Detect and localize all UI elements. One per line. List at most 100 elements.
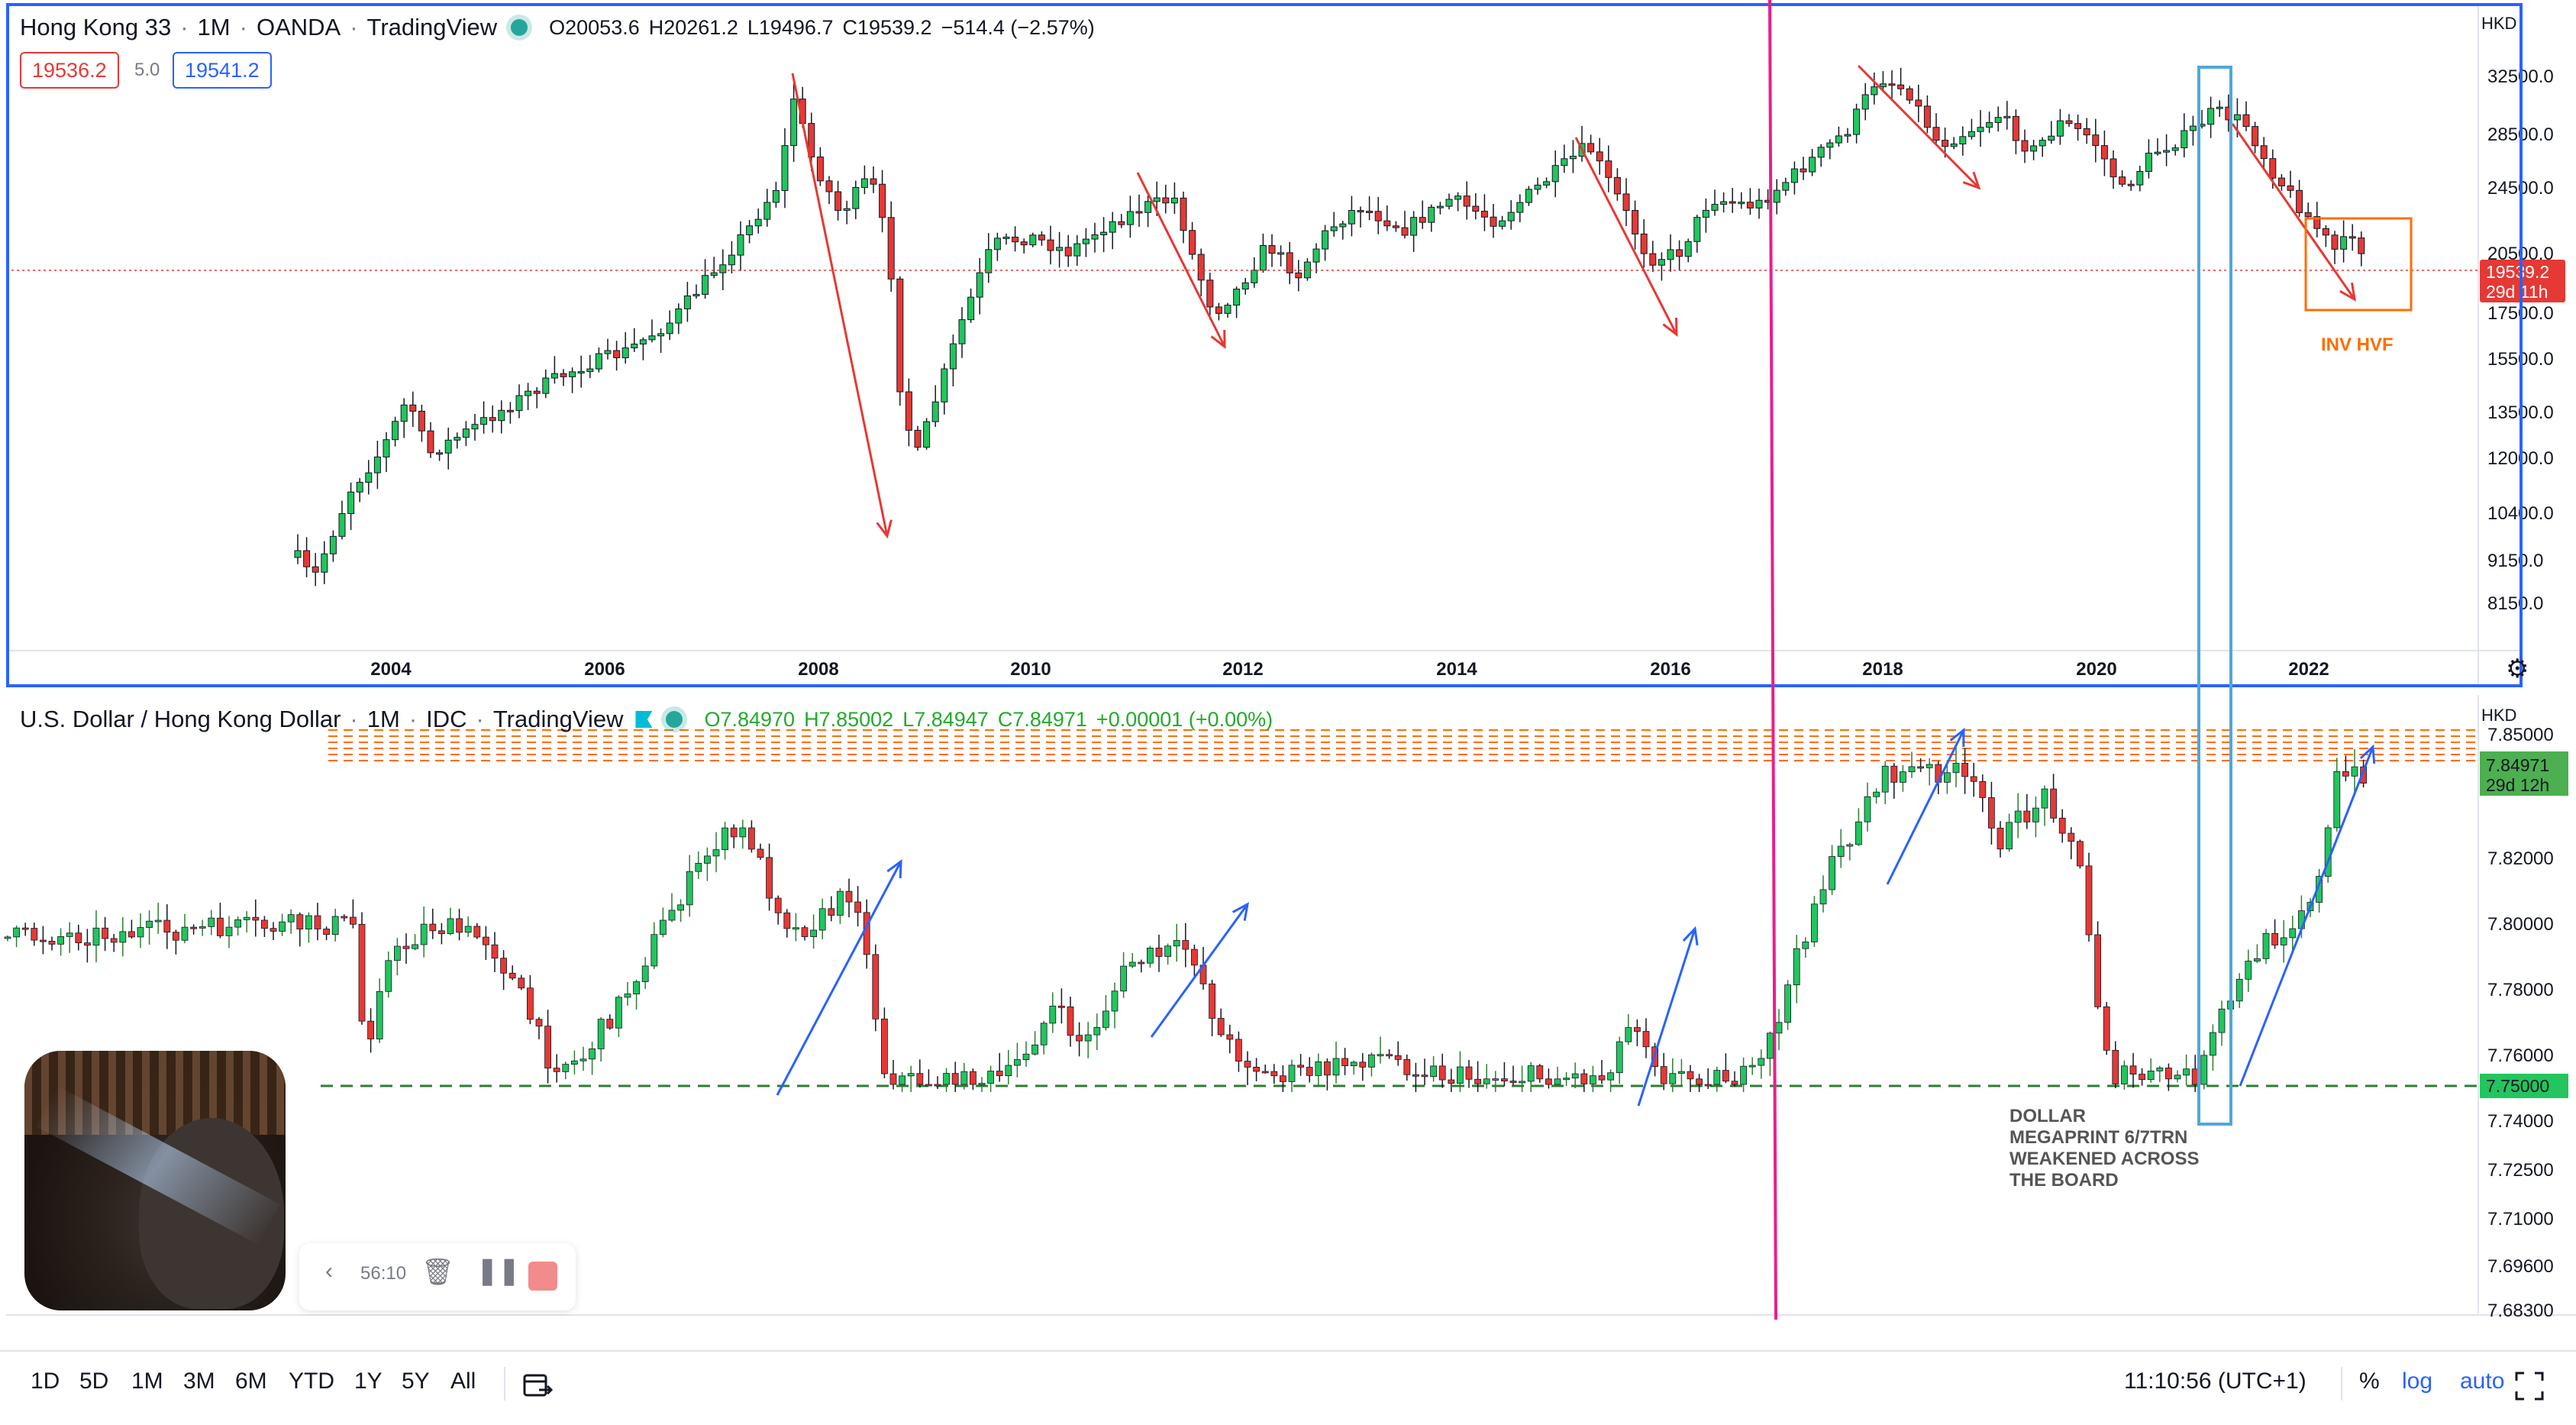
range-1m[interactable]: 1M [131, 1368, 163, 1394]
candle-body [1722, 1070, 1729, 1082]
open-value: O20053.6 [549, 15, 640, 39]
candle-body [1067, 1007, 1074, 1036]
candle-body [356, 482, 363, 493]
candle-body [996, 1071, 1003, 1077]
gear-icon[interactable]: ⚙ [2506, 654, 2529, 683]
trend-arrow-head [1662, 317, 1678, 338]
candle-body [1625, 1027, 1632, 1042]
candle-body [2216, 106, 2223, 109]
time-tick-label: 2020 [2076, 659, 2116, 680]
candle-body [2189, 125, 2197, 131]
candle-body [84, 942, 91, 946]
price-tick-label: 9150.0 [2487, 551, 2543, 571]
market-status-icon[interactable] [666, 711, 683, 728]
candle-body [1569, 156, 1577, 160]
candle-body [677, 904, 684, 911]
calendar-range-icon[interactable] [522, 1372, 553, 1399]
range-all[interactable]: All [450, 1368, 476, 1394]
candle-body [1970, 776, 1977, 782]
pause-icon[interactable]: ❚❚ [476, 1256, 520, 1285]
candle-body [1206, 280, 1214, 308]
candle-body [1758, 1058, 1765, 1066]
candle-body [571, 1060, 578, 1065]
candle-body [1704, 1084, 1712, 1087]
sell-button[interactable]: 19536.2 [20, 52, 119, 89]
candle-body [243, 916, 250, 920]
candle-body [1835, 135, 1842, 144]
candle-body [1861, 94, 1869, 110]
range-5d[interactable]: 5D [79, 1368, 109, 1394]
range-1y[interactable]: 1Y [354, 1368, 383, 1394]
symbol-name[interactable]: Hong Kong 33 [20, 14, 172, 40]
trend-arrow-head [2339, 283, 2356, 302]
interval-label[interactable]: 1M [197, 14, 231, 40]
candle-body [2050, 788, 2058, 819]
candle-body [589, 1048, 596, 1060]
candle-body [1386, 1054, 1393, 1057]
candle-body [1766, 1032, 1774, 1059]
auto-toggle[interactable]: auto [2460, 1368, 2505, 1394]
candle-body [234, 919, 242, 928]
range-6m[interactable]: 6M [235, 1368, 267, 1394]
candle-body [1076, 1035, 1083, 1042]
candle-body [2147, 1070, 2155, 1081]
buy-button[interactable]: 19541.2 [173, 52, 272, 89]
hk33-chart-pane[interactable]: 32500.0 28500.0 24500.0 20500.0 17500.0 15500… [0, 0, 2576, 693]
trash-icon[interactable]: 🗑 [421, 1258, 455, 1287]
price-tick-label: 7.72500 [2487, 1160, 2554, 1181]
chevron-left-icon[interactable]: ‹ [325, 1259, 333, 1284]
candle-body [810, 929, 817, 937]
candle-body [303, 550, 311, 567]
candle-body [305, 915, 312, 930]
candle-body [577, 371, 585, 374]
clock[interactable]: 11:10:56 (UTC+1) [2124, 1368, 2306, 1394]
usdhkd-chart-pane[interactable]: 7.850007.840007.820007.800007.780007.760… [0, 695, 2576, 1321]
candle-body [1312, 248, 1320, 263]
candle-body [1640, 233, 1648, 254]
candle-body [852, 186, 860, 209]
candle-body [887, 217, 895, 280]
stop-icon[interactable] [528, 1262, 557, 1291]
note-line: THE BOARD [2009, 1170, 2119, 1191]
log-toggle[interactable]: log [2402, 1368, 2433, 1394]
candle-body [934, 1084, 941, 1087]
interval-label[interactable]: 1M [366, 706, 400, 732]
candle-body [402, 945, 410, 949]
candle-body [837, 890, 844, 916]
fullscreen-icon[interactable] [2515, 1372, 2544, 1401]
range-1d[interactable]: 1D [31, 1368, 60, 1394]
candle-body [1571, 1073, 1579, 1079]
market-status-icon[interactable] [511, 19, 528, 36]
candle-body [650, 934, 658, 967]
legend-separator: · [180, 14, 189, 40]
candle-body [2280, 937, 2287, 945]
range-3m[interactable]: 3M [183, 1368, 215, 1394]
hk33-chart-canvas[interactable]: 32500.028500.024500.020500.017500.015500… [0, 0, 2576, 693]
candle-body [1073, 243, 1081, 257]
candle-body [845, 890, 853, 903]
candle-body [1642, 1031, 1650, 1048]
candle-body [1525, 189, 1532, 203]
candle-body [1350, 1061, 1357, 1067]
candle-body [1374, 211, 1382, 221]
candle-body [907, 1073, 915, 1077]
candle-body [2074, 123, 2082, 129]
trend-arrow-line [1150, 903, 1249, 1038]
candle-body [216, 917, 224, 936]
candle-body [1731, 1081, 1738, 1085]
candle-body [438, 930, 445, 935]
legend-separator: · [408, 706, 418, 732]
range-ytd[interactable]: YTD [289, 1368, 334, 1394]
candle-body [1209, 983, 1215, 1019]
range-5y[interactable]: 5Y [402, 1368, 430, 1394]
candle-body [1632, 210, 1639, 234]
candle-body [2322, 228, 2329, 236]
candle-body [1499, 220, 1506, 227]
candle-body [1100, 231, 1108, 235]
trend-arrow-head [876, 519, 893, 539]
usdhkd-chart-canvas[interactable]: 7.850007.840007.820007.800007.780007.760… [0, 695, 2576, 1321]
flag-icon[interactable] [635, 711, 653, 728]
symbol-name[interactable]: U.S. Dollar / Hong Kong Dollar [20, 706, 341, 732]
trend-arrow-line [2231, 123, 2356, 300]
percent-toggle[interactable]: % [2359, 1368, 2380, 1394]
